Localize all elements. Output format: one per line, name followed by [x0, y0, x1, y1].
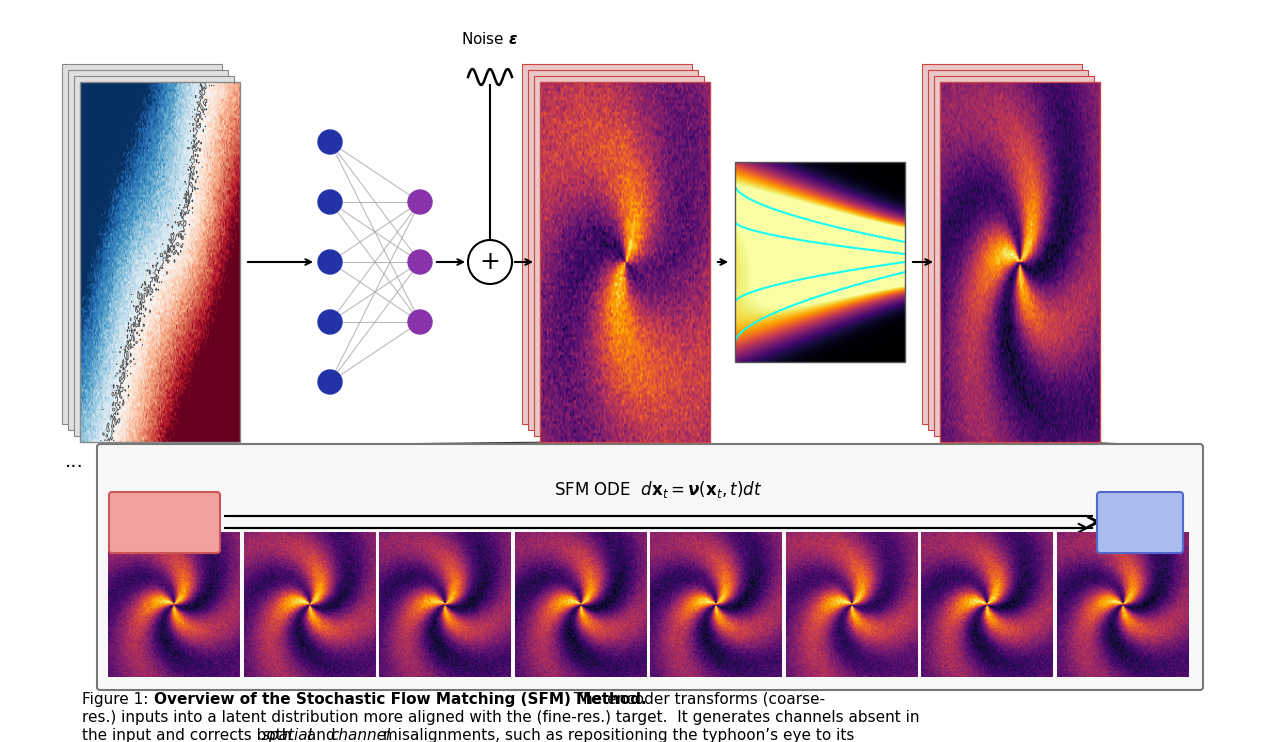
Circle shape — [408, 310, 432, 334]
Circle shape — [318, 310, 342, 334]
Text: $\mathbf{y}$: $\mathbf{y}$ — [153, 462, 167, 481]
Text: and: and — [303, 728, 341, 742]
Polygon shape — [534, 76, 704, 436]
Text: +: + — [480, 250, 500, 274]
Text: Flow Matching: Flow Matching — [761, 462, 880, 480]
Text: channel: channel — [330, 728, 390, 742]
Polygon shape — [934, 76, 1094, 436]
Polygon shape — [522, 64, 693, 424]
Circle shape — [408, 190, 432, 214]
Circle shape — [318, 250, 342, 274]
Circle shape — [408, 250, 432, 274]
Text: Noise $\boldsymbol{\epsilon}$: Noise $\boldsymbol{\epsilon}$ — [462, 31, 519, 47]
Text: res.) inputs into a latent distribution more aligned with the (fine-res.) target: res.) inputs into a latent distribution … — [82, 710, 919, 725]
Circle shape — [318, 190, 342, 214]
Text: $\mathbf{x}_T$: $\mathbf{x}_T$ — [1129, 514, 1151, 531]
Text: Overview of the Stochastic Flow Matching (SFM) Method.: Overview of the Stochastic Flow Matching… — [154, 692, 647, 707]
Polygon shape — [922, 64, 1082, 424]
FancyBboxPatch shape — [109, 492, 220, 553]
Polygon shape — [928, 70, 1087, 430]
Text: Encoder $\mathcal{E}$: Encoder $\mathcal{E}$ — [338, 462, 423, 480]
Text: SFM ODE  $d\mathbf{x}_t = \boldsymbol{\nu}(\mathbf{x}_t, t)dt$: SFM ODE $d\mathbf{x}_t = \boldsymbol{\nu… — [555, 479, 762, 500]
Polygon shape — [528, 70, 698, 430]
FancyBboxPatch shape — [97, 444, 1203, 690]
FancyBboxPatch shape — [1098, 492, 1182, 553]
Polygon shape — [73, 76, 234, 436]
Text: misalignments, such as repositioning the typhoon’s eye to its: misalignments, such as repositioning the… — [379, 728, 855, 742]
Circle shape — [318, 130, 342, 154]
Circle shape — [468, 240, 511, 284]
Text: the input and corrects both: the input and corrects both — [82, 728, 296, 742]
Text: $\mathbf{z} = \mathcal{E}(\mathbf{y}) + \sigma_z\boldsymbol{\epsilon}$: $\mathbf{z} = \mathcal{E}(\mathbf{y}) + … — [570, 462, 681, 484]
Text: $\mathbf{x}$: $\mathbf{x}$ — [1013, 462, 1027, 481]
Text: The encoder transforms (coarse-: The encoder transforms (coarse- — [563, 692, 825, 707]
Polygon shape — [62, 64, 222, 424]
Text: $\mathbf{x}_0 = \mathbf{z}$: $\mathbf{x}_0 = \mathbf{z}$ — [139, 514, 190, 531]
Text: ...: ... — [65, 452, 84, 471]
Text: Figure 1:: Figure 1: — [82, 692, 158, 707]
Text: spatial: spatial — [262, 728, 313, 742]
Circle shape — [318, 370, 342, 394]
Polygon shape — [68, 70, 228, 430]
